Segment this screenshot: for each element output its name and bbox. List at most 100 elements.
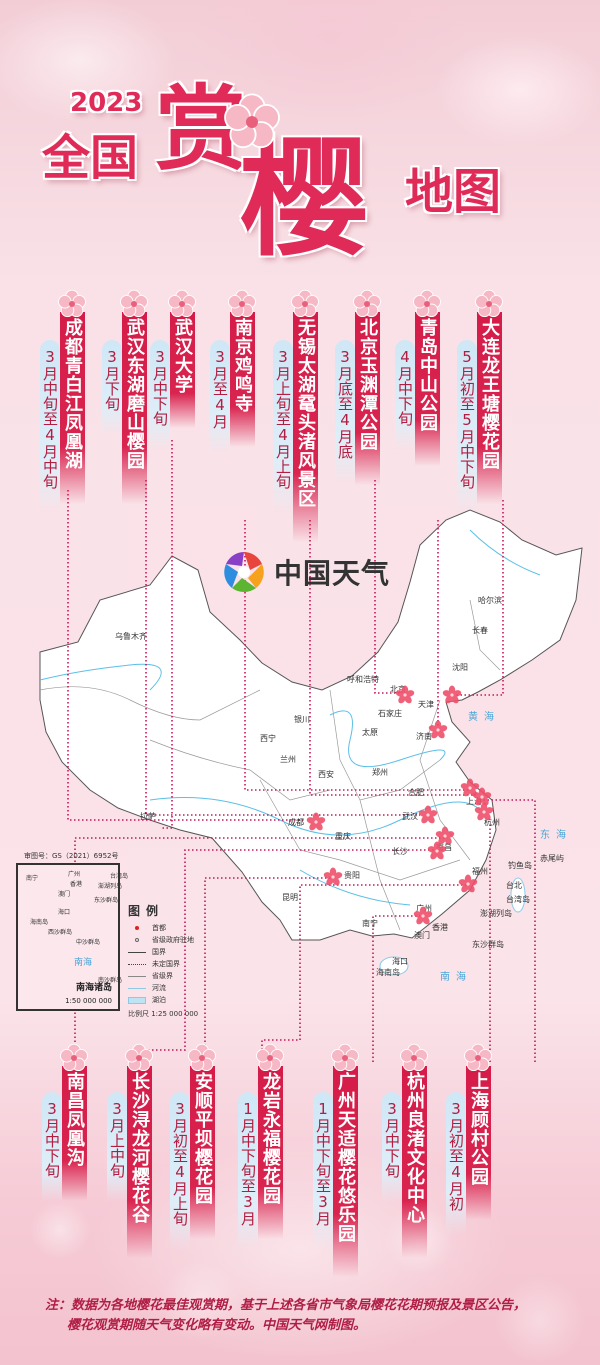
province-borders (39, 599, 501, 931)
city-label: 石家庄 (378, 709, 402, 718)
title-part3: 樱 (240, 125, 369, 274)
inset-label: 香港 (70, 881, 83, 888)
cherry-blossom-marker-icon (413, 906, 433, 926)
spot-name: 长沙浔龙河樱花谷 (127, 1066, 152, 1258)
city-label: 南宁 (362, 919, 378, 928)
spot-name: 南京鸡鸣寺 (230, 312, 255, 447)
city-label: 澳门 (414, 931, 430, 940)
spot-date: 3月底至4月底 (335, 340, 355, 483)
petal-decoration (0, 1150, 600, 1365)
cherry-blossom-icon (57, 289, 87, 318)
inset-title: 南海诸岛 (75, 983, 112, 993)
cherry-blossom-icon (412, 289, 442, 318)
inset-label: 南沙群岛 (98, 977, 123, 984)
legend-undetermined-border: 未定国界 (128, 958, 198, 970)
city-label: 哈尔滨 (478, 596, 502, 605)
spot-name: 广州天适樱花悠乐园 (333, 1066, 358, 1277)
city-label: 拉萨 (140, 812, 156, 821)
inset-label: 南海 (74, 958, 93, 968)
inset-label: 中沙群岛 (76, 939, 101, 946)
swirl-logo-icon (224, 552, 264, 592)
inset-label: 东沙群岛 (94, 897, 119, 904)
spot-name: 大连龙王塘樱花园 (477, 312, 502, 504)
city-label: 合肥 (408, 788, 424, 797)
city-label: 贵阳 (344, 871, 360, 880)
city-label: 济南 (416, 732, 432, 741)
legend-provincial-border: 省级界 (128, 970, 198, 982)
cherry-blossom-marker-icon (474, 802, 494, 822)
legend-scale: 比例尺 1:25 000 000 (128, 1010, 199, 1018)
cherry-blossom-icon (255, 1043, 285, 1072)
city-label: 台湾岛 (506, 895, 530, 904)
cherry-blossom-marker-icon (458, 874, 478, 894)
city-label: 海南岛 (376, 968, 400, 977)
inset-label: 南宁 (26, 875, 39, 882)
city-label: 重庆 (335, 832, 351, 841)
legend-provincial-capital: 省级政府驻地 (128, 934, 198, 946)
spot-date: 3月中旬至4月中旬 (40, 340, 60, 513)
legend-label: 首都 (152, 924, 166, 932)
china-weather-logo: 中国天气 (220, 548, 390, 596)
cherry-blossom-icon (167, 289, 197, 318)
legend-label: 国界 (152, 948, 166, 956)
legend-label: 湖泊 (152, 996, 166, 1004)
spot-date: 3月初至4月上旬 (170, 1092, 190, 1250)
city-label: 武汉 (402, 812, 418, 821)
legend-label: 省级政府驻地 (152, 936, 194, 944)
cherry-blossom-marker-icon (323, 867, 343, 887)
inset-label: 台湾岛 (110, 873, 129, 880)
river-line-icon (128, 987, 146, 989)
spot-name: 南昌凤凰沟 (62, 1066, 87, 1201)
provincial-line-icon (128, 975, 146, 977)
spot-name: 安顺平坝樱花园 (190, 1066, 215, 1239)
spot-date: 3月中下旬 (42, 1092, 62, 1202)
city-label: 长春 (472, 626, 488, 635)
city-label: 西安 (318, 770, 334, 779)
city-label: 东沙群岛 (472, 940, 504, 949)
inset-label: 广州 (68, 871, 81, 878)
spot-name: 武汉东湖磨山樱园 (122, 312, 147, 504)
sea-label: 南海 (440, 972, 472, 983)
cherry-blossom-icon (187, 1043, 217, 1072)
city-label: 长沙 (392, 847, 408, 856)
cherry-blossom-icon (352, 289, 382, 318)
city-label: 乌鲁木齐 (115, 632, 147, 641)
city-label: 郑州 (372, 768, 388, 777)
inset-label: 西沙群岛 (48, 929, 73, 936)
cherry-blossom-icon (330, 1043, 360, 1072)
taiwan-island (510, 877, 526, 913)
south-china-sea-inset: 南宁 广州 香港 澳门 台湾岛 澎湖列岛 东沙群岛 海口 海南岛 西沙群岛 中沙群岛 南海 南沙群岛 南… (16, 863, 128, 1011)
city-label: 北京 (390, 685, 406, 694)
cherry-blossom-marker-icon (306, 812, 326, 832)
cherry-blossom-icon (59, 1043, 89, 1072)
capital-symbol-icon (128, 926, 146, 930)
city-label: 赤尾屿 (540, 854, 564, 863)
spot-date: 3月中下旬 (150, 340, 170, 450)
cherry-blossom-icon (474, 289, 504, 318)
spot-date: 4月中下旬 (395, 340, 415, 450)
city-label: 昆明 (282, 893, 298, 902)
cherry-blossom-icon (227, 289, 257, 318)
city-label: 太原 (362, 728, 378, 737)
logo-text: 中国天气 (274, 557, 391, 590)
lake-swatch-icon (128, 996, 146, 1004)
inset-scale: 1:50 000 000 (65, 997, 112, 1005)
city-label: 呼和浩特 (347, 675, 379, 684)
border-line-icon (128, 951, 146, 953)
spot-name: 上海顾村公园 (466, 1066, 491, 1220)
cherry-blossom-icon (124, 1043, 154, 1072)
spot-name: 无锡太湖鼋头渚风景区 (293, 312, 318, 542)
city-label: 西宁 (260, 734, 276, 743)
footnote: 注：数据为各地樱花最佳观赏期，基于上述各省市气象局樱花花期预报及景区公告， 樱花… (45, 1296, 526, 1336)
spot-name: 青岛中山公园 (415, 312, 440, 466)
spot-name: 武汉大学 (170, 312, 195, 428)
cherry-blossom-marker-icon (442, 685, 462, 705)
legend-river: 河流 (128, 982, 198, 994)
legend-lake: 湖泊 (128, 994, 198, 1006)
spot-date: 3月下旬 (102, 340, 122, 435)
spot-date: 3月中下旬 (382, 1092, 402, 1202)
footnote-line1: 注：数据为各地樱花最佳观赏期，基于上述各省市气象局樱花花期预报及景区公告， (45, 1298, 527, 1313)
inset-label: 澳门 (58, 891, 71, 898)
city-label: 福州 (472, 867, 488, 876)
